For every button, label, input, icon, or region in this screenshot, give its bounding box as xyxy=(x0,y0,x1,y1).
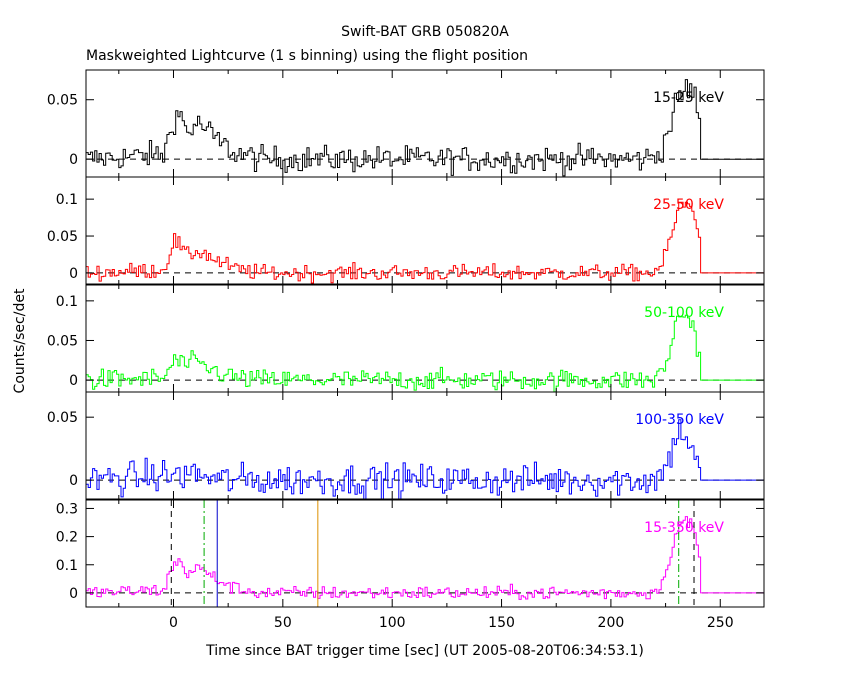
y-tick-label: 0.3 xyxy=(56,501,78,517)
panel-1: 0 0.05 0.1 25-50 keV xyxy=(47,176,765,285)
y-tick-label: 0.1 xyxy=(56,294,78,310)
lightcurve-series-2 xyxy=(86,314,764,393)
legend-label-0: 15-25 keV xyxy=(653,90,724,106)
panel-frame xyxy=(85,499,765,608)
panel-frame xyxy=(85,69,765,178)
x-tick-label: 200 xyxy=(598,615,625,631)
y-tick-label: 0 xyxy=(69,266,78,282)
panel-frame xyxy=(85,391,765,500)
y-tick-label: 0 xyxy=(69,152,78,168)
legend-label-2: 50-100 keV xyxy=(644,305,724,321)
x-tick-label: 0 xyxy=(169,615,178,631)
panel-4: 0 0.1 0.2 0.3 15-350 keV xyxy=(56,499,765,608)
x-axis-label: Time since BAT trigger time [sec] (UT 20… xyxy=(205,643,644,659)
y-tick-label: 0.1 xyxy=(56,192,78,208)
lightcurve-series-3 xyxy=(86,419,764,500)
y-tick-label: 0 xyxy=(69,373,78,389)
y-tick-label: 0 xyxy=(69,473,78,489)
chart-subtitle: Maskweighted Lightcurve (1 s binning) us… xyxy=(86,48,528,64)
panels-layer: 0 0.05 15-25 keV 0 0.05 0.1 25-50 keV 0 0.05 0.1 5… xyxy=(47,69,765,631)
x-tick-label: 50 xyxy=(274,615,292,631)
panel-frame xyxy=(85,284,765,393)
panel-2: 0 0.05 0.1 50-100 keV xyxy=(47,284,765,393)
y-tick-label: 0.1 xyxy=(56,558,78,574)
y-tick-label: 0.05 xyxy=(47,410,78,426)
panel-3: 0 0.05 100-350 keV xyxy=(47,391,765,500)
y-tick-label: 0.05 xyxy=(47,333,78,349)
panel-0: 0 0.05 15-25 keV xyxy=(47,69,765,178)
y-tick-label: 0 xyxy=(69,586,78,602)
x-tick-label: 250 xyxy=(707,615,734,631)
y-tick-label: 0.05 xyxy=(47,93,78,109)
lightcurve-series-4 xyxy=(86,516,764,600)
chart-title: Swift-BAT GRB 050820A xyxy=(341,24,509,40)
y-tick-label: 0.2 xyxy=(56,530,78,546)
x-tick-label: 100 xyxy=(379,615,406,631)
y-tick-label: 0.05 xyxy=(47,229,78,245)
lightcurve-series-1 xyxy=(86,201,764,284)
x-tick-label: 150 xyxy=(488,615,515,631)
legend-label-4: 15-350 keV xyxy=(644,520,724,536)
panel-frame xyxy=(85,176,765,285)
lightcurve-series-0 xyxy=(86,79,764,177)
legend-label-3: 100-350 keV xyxy=(635,412,724,428)
y-axis-label: Counts/sec/det xyxy=(12,288,28,393)
legend-label-1: 25-50 keV xyxy=(653,197,724,213)
